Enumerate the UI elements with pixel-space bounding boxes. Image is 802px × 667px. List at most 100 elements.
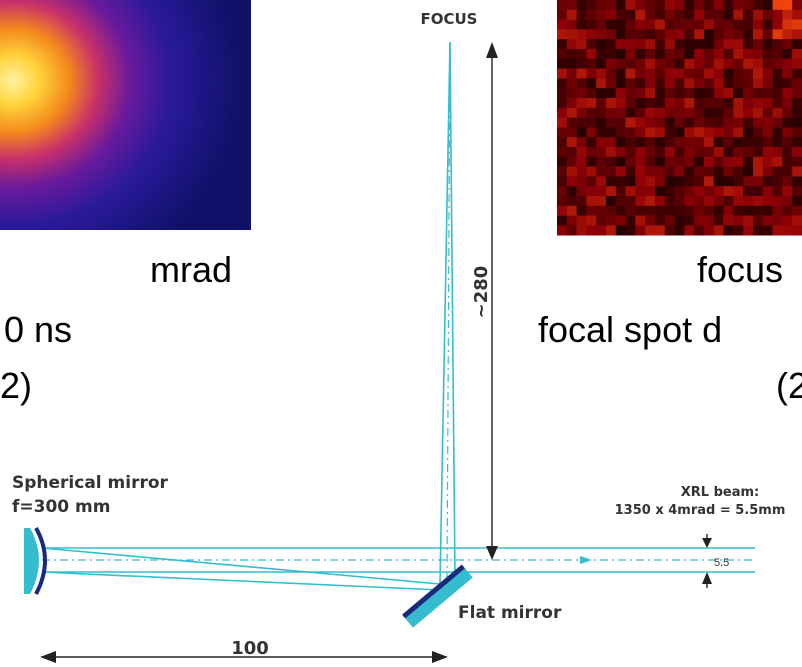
heatmap-pixel — [763, 49, 773, 59]
heatmap-pixel — [567, 157, 577, 167]
heatmap-pixel — [763, 118, 773, 128]
heatmap-pixel — [753, 186, 763, 196]
heatmap-pixel — [557, 69, 567, 79]
heatmap-pixel — [567, 98, 577, 108]
heatmap-pixel — [665, 216, 675, 226]
heatmap-pixel — [557, 225, 567, 235]
heatmap-pixel — [606, 98, 616, 108]
heatmap-pixel — [645, 20, 655, 30]
heatmap-pixel — [606, 49, 616, 59]
heatmap-pixel — [724, 10, 734, 20]
heatmap-pixel — [733, 216, 743, 226]
heatmap-pixel — [684, 98, 694, 108]
heatmap-pixel — [694, 49, 704, 59]
heatmap-pixel — [694, 225, 704, 235]
left-caption: 0 ns — [4, 309, 72, 350]
heatmap-pixel — [635, 147, 645, 157]
heatmap-pixel — [616, 186, 626, 196]
horizontal-distance: 100 — [231, 638, 269, 659]
heatmap-pixel — [753, 137, 763, 147]
heatmap-pixel — [704, 206, 714, 216]
heatmap-pixel — [684, 10, 694, 20]
heatmap-pixel — [724, 225, 734, 235]
heatmap-pixel — [577, 39, 587, 49]
heatmap-pixel — [635, 157, 645, 167]
heatmap-pixel — [704, 49, 714, 59]
heatmap-pixel — [782, 167, 792, 177]
heatmap-pixel — [626, 137, 636, 147]
heatmap-pixel — [557, 127, 567, 137]
heatmap-pixel — [792, 196, 802, 206]
heatmap-pixel — [645, 88, 655, 98]
heatmap-pixel — [655, 206, 665, 216]
heatmap-pixel — [557, 176, 567, 186]
heatmap-pixel — [616, 137, 626, 147]
heatmap-pixel — [655, 186, 665, 196]
heatmap-pixel — [626, 167, 636, 177]
heatmap-pixel — [606, 147, 616, 157]
heatmap-pixel — [567, 10, 577, 20]
heatmap-pixel — [733, 118, 743, 128]
heatmap-pixel — [773, 127, 783, 137]
heatmap-pixel — [616, 78, 626, 88]
heatmap-pixel — [557, 88, 567, 98]
heatmap-pixel — [704, 39, 714, 49]
heatmap-pixel — [714, 137, 724, 147]
heatmap-pixel — [577, 137, 587, 147]
heatmap-pixel — [714, 78, 724, 88]
heatmap-pixel — [626, 186, 636, 196]
heatmap-pixel — [635, 108, 645, 118]
heatmap-pixel — [616, 127, 626, 137]
heatmap-pixel — [606, 0, 616, 10]
heatmap-pixel — [626, 206, 636, 216]
heatmap-pixel — [684, 206, 694, 216]
heatmap-pixel — [733, 98, 743, 108]
heatmap-pixel — [596, 78, 606, 88]
heatmap-pixel — [773, 59, 783, 69]
heatmap-pixel — [626, 59, 636, 69]
heatmap-pixel — [743, 118, 753, 128]
heatmap-pixel — [704, 29, 714, 39]
heatmap-pixel — [645, 127, 655, 137]
heatmap-pixel — [733, 176, 743, 186]
heatmap-pixel — [763, 78, 773, 88]
heatmap-pixel — [733, 147, 743, 157]
heatmap-pixel — [773, 137, 783, 147]
heatmap-pixel — [684, 147, 694, 157]
heatmap-pixel — [675, 29, 685, 39]
heatmap-pixel — [665, 0, 675, 10]
heatmap-pixel — [773, 118, 783, 128]
heatmap-pixel — [655, 69, 665, 79]
heatmap-pixel — [665, 69, 675, 79]
heatmap-pixel — [616, 216, 626, 226]
heatmap-pixel — [684, 78, 694, 88]
heatmap-pixel — [626, 39, 636, 49]
heatmap-pixel — [763, 127, 773, 137]
heatmap-pixel — [645, 157, 655, 167]
heatmap-pixel — [704, 186, 714, 196]
heatmap-pixel — [616, 157, 626, 167]
heatmap-pixel — [675, 196, 685, 206]
heatmap-pixel — [655, 49, 665, 59]
heatmap-pixel — [792, 176, 802, 186]
heatmap-pixel — [763, 69, 773, 79]
heatmap-pixel — [694, 216, 704, 226]
heatmap-pixel — [567, 59, 577, 69]
heatmap-pixel — [714, 108, 724, 118]
heatmap-pixel — [557, 29, 567, 39]
heatmap-pixel — [773, 10, 783, 20]
heatmap-pixel — [782, 176, 792, 186]
heatmap-pixel — [567, 29, 577, 39]
heatmap-pixel — [792, 225, 802, 235]
heatmap-pixel — [704, 157, 714, 167]
heatmap-pixel — [586, 49, 596, 59]
heatmap-pixel — [635, 88, 645, 98]
heatmap-pixel — [616, 29, 626, 39]
heatmap-pixel — [763, 20, 773, 30]
heatmap-pixel — [596, 186, 606, 196]
heatmap-pixel — [714, 225, 724, 235]
heatmap-pixel — [675, 98, 685, 108]
heatmap-pixel — [782, 20, 792, 30]
right-image — [557, 0, 802, 236]
heatmap-pixel — [792, 137, 802, 147]
